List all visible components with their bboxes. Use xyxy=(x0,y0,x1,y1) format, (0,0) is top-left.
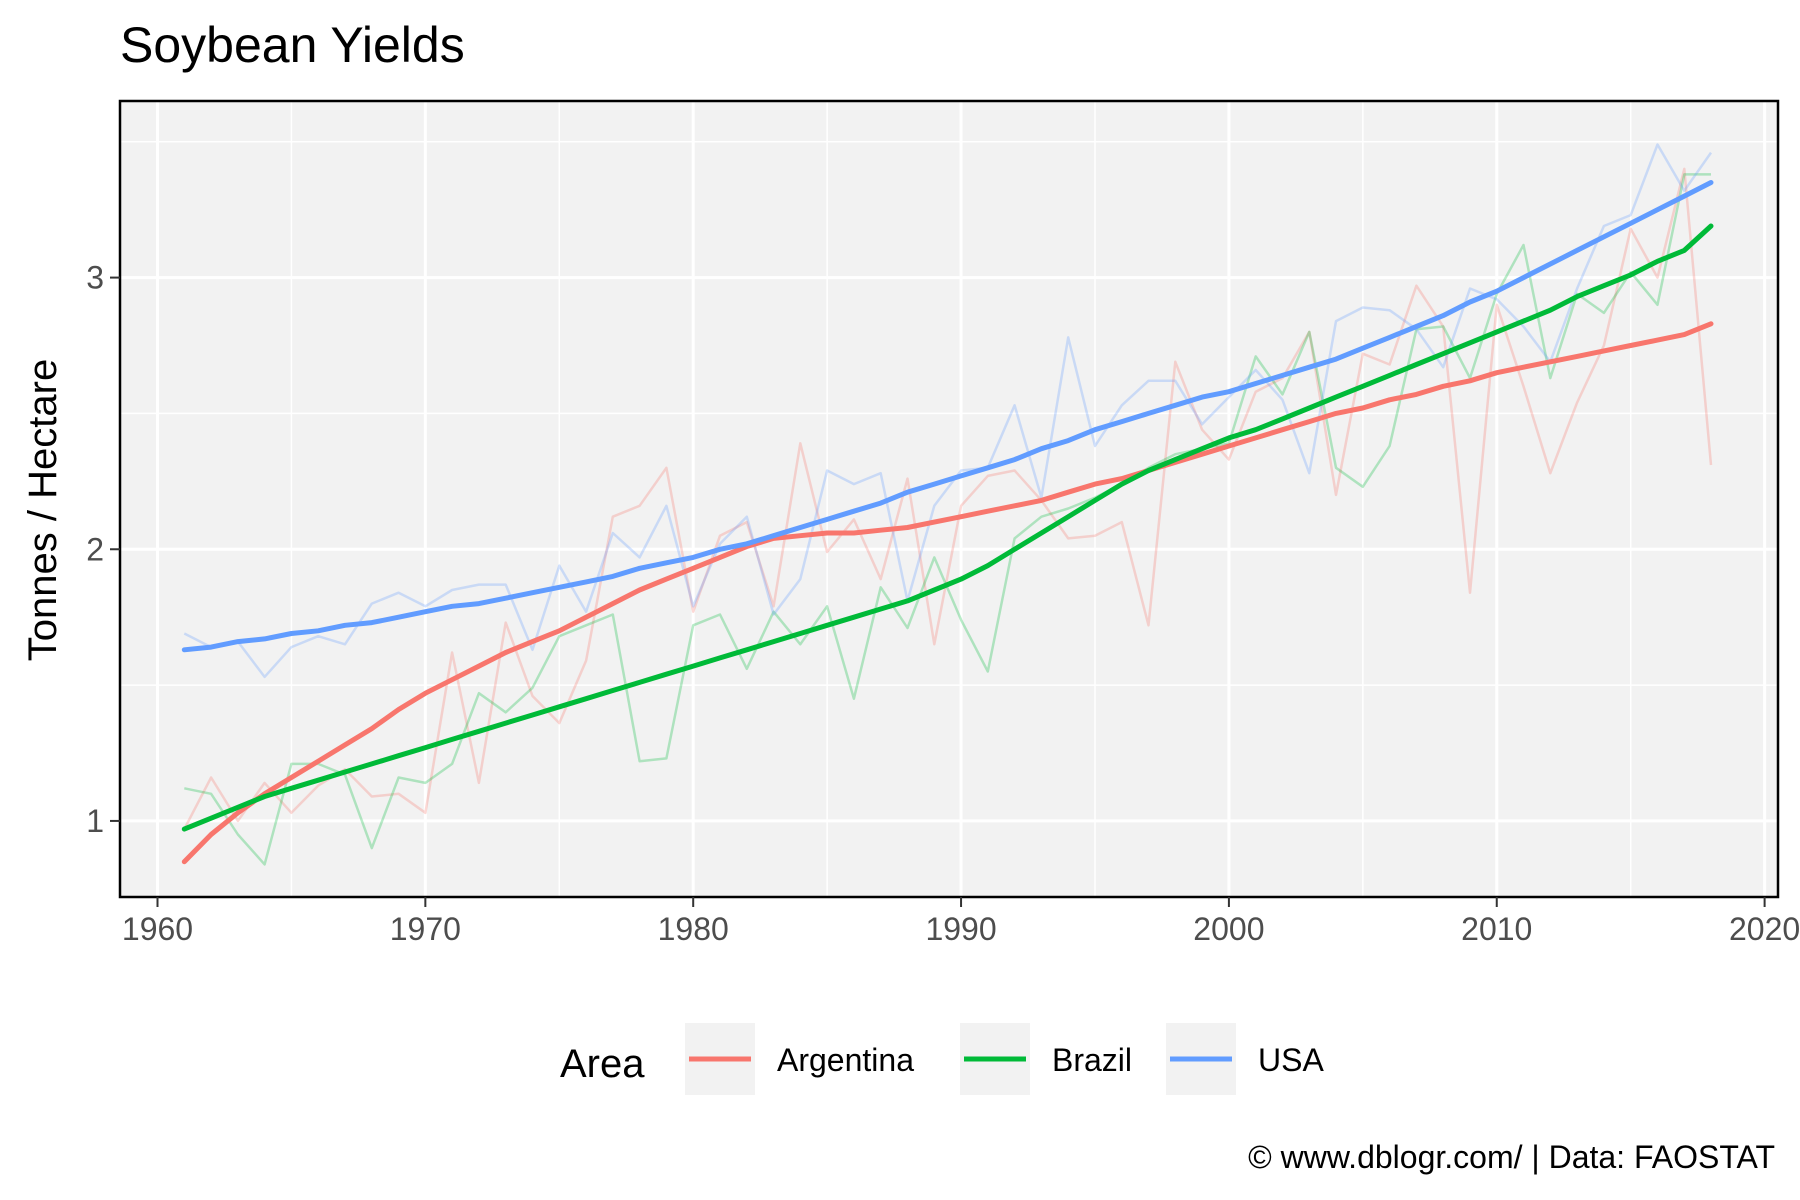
x-tick-label: 1960 xyxy=(122,911,193,947)
y-tick-label: 2 xyxy=(86,531,104,567)
smooth-line-argentina xyxy=(181,321,1714,865)
smoothed-series-lines xyxy=(181,180,1714,865)
y-axis-title: Tonnes / Hectare xyxy=(21,359,65,661)
smooth-line-brazil xyxy=(181,223,1714,832)
legend-label-usa: USA xyxy=(1258,1042,1324,1078)
plot-panel-background xyxy=(120,101,1778,897)
chart-title: Soybean Yields xyxy=(120,17,465,73)
x-tick-label: 1980 xyxy=(658,911,729,947)
legend: Area Argentina Brazil USA xyxy=(560,1023,1324,1095)
x-tick-label: 2000 xyxy=(1193,911,1264,947)
smooth-line-usa xyxy=(181,180,1714,653)
x-tick-label: 2020 xyxy=(1729,911,1800,947)
y-tick-label: 1 xyxy=(86,803,104,839)
x-tick-label: 1970 xyxy=(390,911,461,947)
y-tick-label: 3 xyxy=(86,260,104,296)
plot-panel-border xyxy=(118,99,1780,899)
raw-line-argentina xyxy=(183,167,1713,830)
legend-label-argentina: Argentina xyxy=(777,1042,914,1078)
raw-line-usa xyxy=(183,143,1713,679)
legend-title: Area xyxy=(560,1042,645,1086)
raw-line-brazil xyxy=(184,173,1711,866)
x-tick-label: 2010 xyxy=(1461,911,1532,947)
x-tick-label: 1990 xyxy=(925,911,996,947)
grid-lines xyxy=(120,101,1778,897)
axes: 1960 1970 1980 1990 2000 2010 2020 1 2 3 xyxy=(86,260,1800,947)
legend-label-brazil: Brazil xyxy=(1052,1042,1132,1078)
caption: © www.dblogr.com/ | Data: FAOSTAT xyxy=(1248,1139,1775,1175)
raw-series-lines xyxy=(183,143,1713,866)
plot-panel xyxy=(120,101,1778,897)
